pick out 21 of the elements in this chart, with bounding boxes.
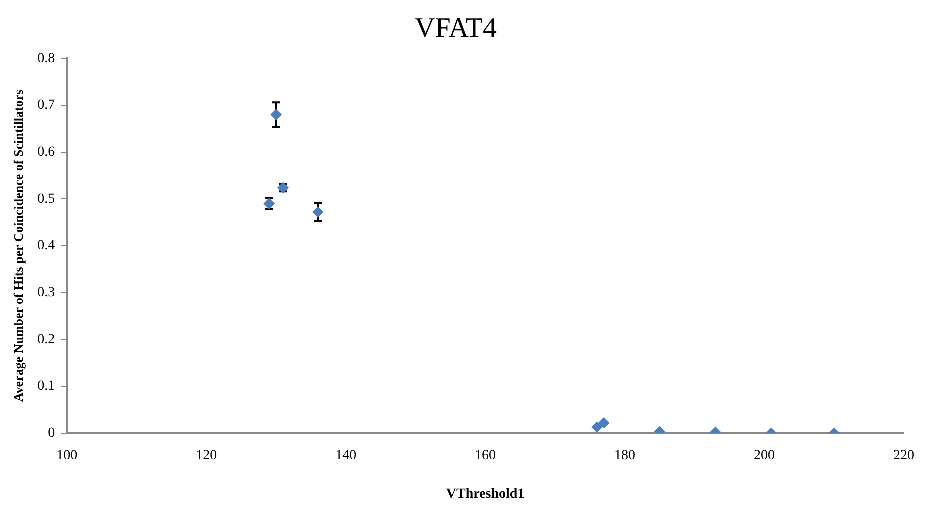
x-tick-label: 200 bbox=[754, 448, 776, 464]
y-tick-label: 0.7 bbox=[38, 98, 56, 114]
y-tick-label: 0.4 bbox=[38, 238, 56, 254]
x-tick-label: 100 bbox=[56, 448, 78, 464]
x-tick-label: 160 bbox=[475, 448, 496, 464]
y-tick-label: 0.1 bbox=[38, 379, 56, 394]
y-tick-label: 0.2 bbox=[38, 332, 56, 348]
y-tick-label: 0.3 bbox=[38, 286, 56, 301]
point bbox=[270, 109, 282, 120]
x-axis-title: VThreshold1 bbox=[446, 487, 525, 502]
chart-title: VFAT4 bbox=[415, 13, 497, 44]
y-tick-label: 0.8 bbox=[38, 51, 56, 66]
x-tick-label: 140 bbox=[336, 448, 357, 464]
y-tick-label: 0 bbox=[48, 426, 56, 442]
point bbox=[312, 206, 324, 218]
y-tick-label: 0.6 bbox=[38, 144, 56, 160]
x-tick-label: 180 bbox=[614, 448, 636, 464]
y-axis-title: Average Number of Hits per Coincidence of Scintillators bbox=[11, 90, 26, 402]
x-tick-label: 120 bbox=[196, 448, 218, 464]
y-tick-label: 0.5 bbox=[38, 192, 56, 207]
x-tick-label: 220 bbox=[894, 448, 914, 464]
